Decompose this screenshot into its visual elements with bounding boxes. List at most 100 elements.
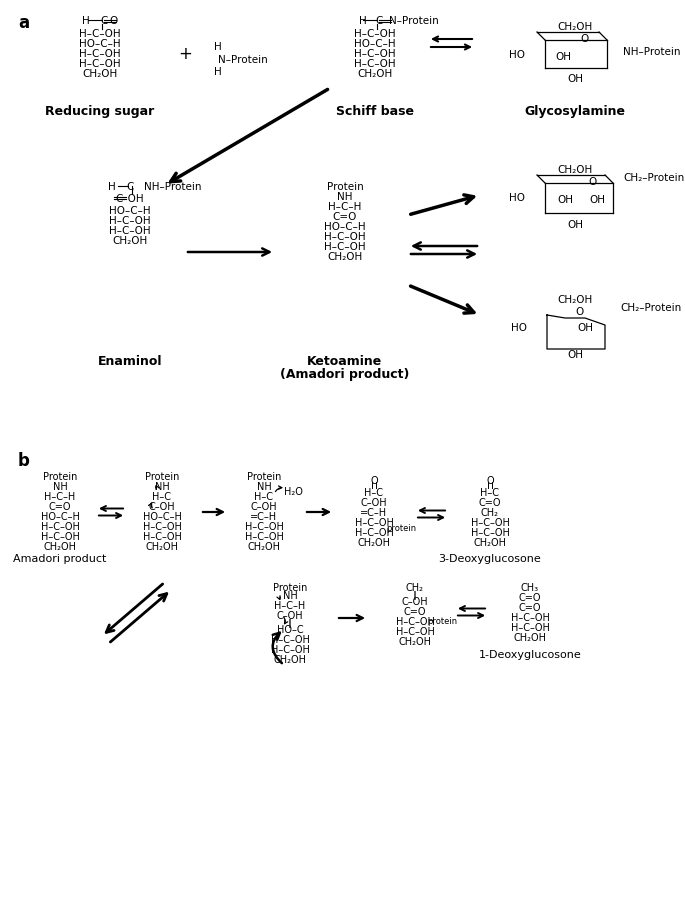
Text: H–C: H–C [255,492,273,502]
Text: NH–Protein: NH–Protein [144,182,201,192]
Text: CH₂OH: CH₂OH [514,633,547,643]
Text: H–C–OH: H–C–OH [471,528,510,538]
Text: H–C–OH: H–C–OH [355,528,393,538]
Text: H–C–OH: H–C–OH [40,522,79,532]
Text: C=O: C=O [333,212,357,222]
Text: H–C–OH: H–C–OH [79,49,121,59]
Text: OH: OH [555,52,571,62]
Text: CH₂OH: CH₂OH [82,69,118,79]
Text: CH₂–Protein: CH₂–Protein [620,303,682,313]
Text: N–Protein: N–Protein [218,55,268,65]
Text: CH₂OH: CH₂OH [273,655,306,665]
Text: NH: NH [53,482,67,492]
Text: C–OH: C–OH [361,498,387,508]
Text: H: H [359,16,367,26]
Text: H–C: H–C [153,492,171,502]
Text: OH: OH [589,195,605,205]
Text: Enaminol: Enaminol [98,355,162,368]
Text: H–C–OH: H–C–OH [395,627,434,637]
Text: H: H [108,182,116,192]
Text: Protein: Protein [145,472,179,482]
Text: H: H [214,42,222,52]
Text: OH: OH [567,350,583,360]
Text: H–C–OH: H–C–OH [109,226,151,236]
Text: Reducing sugar: Reducing sugar [45,105,155,118]
Text: C–OH: C–OH [149,502,175,512]
Text: CH₂OH: CH₂OH [327,252,362,262]
Text: 3-Deoxyglucosone: 3-Deoxyglucosone [438,554,541,564]
Text: NH: NH [155,482,169,492]
Text: HO–C–H: HO–C–H [109,206,151,216]
Text: C–OH: C–OH [251,502,277,512]
Text: H–C–OH: H–C–OH [271,635,310,645]
Text: HO–C–H: HO–C–H [324,222,366,232]
Text: H–C–OH: H–C–OH [354,49,396,59]
Text: HO: HO [509,193,525,203]
Text: H–C–OH: H–C–OH [355,518,393,528]
Text: H–C–OH: H–C–OH [354,29,396,39]
Text: H: H [82,16,90,26]
Text: CH₃: CH₃ [521,583,539,593]
Text: C: C [100,16,108,26]
Text: O: O [581,34,589,44]
Text: C=O: C=O [519,593,541,603]
Text: O: O [576,307,584,317]
Text: H–C–H: H–C–H [275,601,306,611]
Text: O: O [589,177,597,187]
Text: CH₂: CH₂ [406,583,424,593]
Text: H–C–OH: H–C–OH [79,29,121,39]
Text: H: H [214,67,222,77]
Text: C=O: C=O [403,607,426,617]
Text: NH: NH [283,591,297,601]
Text: C–OH: C–OH [401,597,428,607]
Text: OH: OH [577,323,593,333]
Text: ‖: ‖ [288,619,292,628]
Text: H₂O: H₂O [284,487,303,497]
Text: b: b [18,452,30,470]
Text: Ketoamine: Ketoamine [308,355,383,368]
Text: H–C–OH: H–C–OH [79,59,121,69]
Text: H–C–OH: H–C–OH [245,532,284,542]
Text: O: O [110,16,118,26]
Text: OH: OH [567,74,583,84]
Text: H–C–OH: H–C–OH [354,59,396,69]
Text: CH₂OH: CH₂OH [558,165,593,175]
Text: CH₂OH: CH₂OH [473,538,506,548]
Text: H–C–OH: H–C–OH [324,242,366,252]
Text: =C–H: =C–H [251,512,277,522]
Text: OH: OH [567,220,583,230]
Text: C: C [126,182,134,192]
Text: H–C–OH: H–C–OH [510,623,549,633]
Text: HO–C–H: HO–C–H [354,39,396,49]
Text: C: C [375,16,383,26]
Text: ‖: ‖ [413,591,417,600]
Text: protein: protein [427,617,457,626]
Text: Amadori product: Amadori product [13,554,107,564]
Text: Glycosylamine: Glycosylamine [525,105,625,118]
Text: H–C: H–C [480,488,499,498]
Text: Protein: Protein [247,472,281,482]
Text: NH: NH [337,192,353,202]
Text: HO: HO [511,323,527,333]
Text: C–OH: C–OH [116,194,145,204]
Text: Protein: Protein [273,583,307,593]
Text: H–C–OH: H–C–OH [40,532,79,542]
Text: CH₂OH: CH₂OH [558,22,593,32]
Text: CH₂–Protein: CH₂–Protein [623,173,684,183]
Text: CH₂OH: CH₂OH [399,637,432,647]
Text: H–C–OH: H–C–OH [395,617,434,627]
Text: CH₂: CH₂ [481,508,499,518]
Text: C–OH: C–OH [277,611,303,621]
Text: H–C–OH: H–C–OH [109,216,151,226]
Text: CH₂OH: CH₂OH [358,538,390,548]
Text: CH₂OH: CH₂OH [44,542,77,552]
Text: H–C–H: H–C–H [328,202,362,212]
Text: H–C: H–C [364,488,384,498]
Text: H–C–OH: H–C–OH [471,518,510,528]
Text: C=O: C=O [479,498,501,508]
Text: H–C–OH: H–C–OH [142,522,182,532]
Text: H–C–OH: H–C–OH [510,613,549,623]
Text: +: + [178,45,192,63]
Text: a: a [18,14,29,32]
Text: O: O [370,476,378,486]
